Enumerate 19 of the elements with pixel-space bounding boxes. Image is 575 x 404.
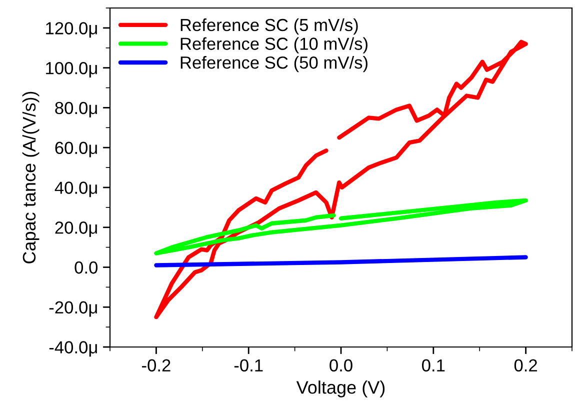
y-tick-label: 0.0 bbox=[74, 261, 98, 274]
x-tick-label: 0.2 bbox=[514, 359, 537, 372]
y-tick-label: -40.0μ bbox=[49, 341, 97, 357]
y-tick-label: 120.0μ bbox=[46, 22, 97, 38]
y-tick-label: 60.0μ bbox=[55, 142, 97, 158]
x-tick-label: 0.1 bbox=[422, 359, 445, 372]
y-tick-label: 20.0μ bbox=[55, 222, 97, 237]
x-tick-label: 0.0 bbox=[330, 359, 352, 372]
y-tick-label: 80.0μ bbox=[55, 102, 97, 118]
y-tick-label: -20.0μ bbox=[49, 301, 97, 317]
x-tick-label: -0.2 bbox=[142, 359, 170, 372]
y-tick-label: 100.0μ bbox=[46, 62, 97, 78]
y-tick-label: 40.0μ bbox=[54, 182, 97, 198]
x-axis-title: Voltage (V) bbox=[296, 380, 385, 398]
legend-label: Reference SC (5 mV/s) bbox=[180, 18, 358, 35]
x-tick-label: -0.1 bbox=[234, 359, 263, 372]
y-axis-title: Capac tance (A/(V/s)) bbox=[22, 92, 40, 264]
legend-label: Reference SC (50 mV/s) bbox=[180, 56, 368, 72]
legend-label: Reference SC (10 mV/s) bbox=[180, 37, 368, 54]
